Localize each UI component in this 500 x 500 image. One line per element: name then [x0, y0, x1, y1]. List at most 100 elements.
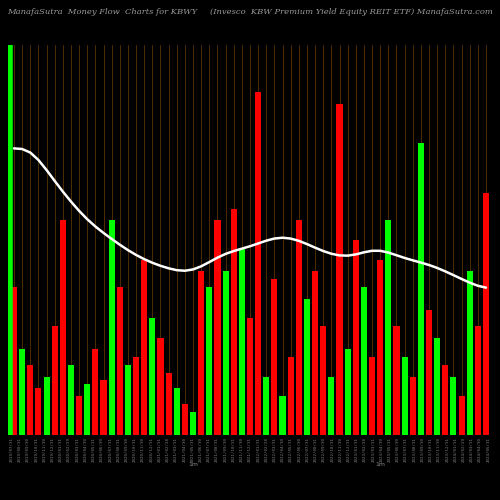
- Bar: [108, 220, 114, 435]
- Text: 2021/10/31: 2021/10/31: [232, 438, 235, 462]
- Bar: [76, 396, 82, 435]
- Bar: [52, 326, 58, 435]
- Text: 2021/11/30: 2021/11/30: [240, 438, 244, 462]
- Bar: [369, 357, 375, 435]
- Text: 2021/08/31: 2021/08/31: [215, 438, 219, 462]
- Text: 2023/09/30: 2023/09/30: [420, 438, 424, 462]
- Text: 2023/05/31: 2023/05/31: [388, 438, 392, 462]
- Text: 2020/04/30: 2020/04/30: [84, 438, 87, 462]
- Bar: [84, 384, 90, 435]
- Bar: [230, 209, 237, 435]
- Bar: [206, 287, 212, 435]
- Bar: [150, 318, 156, 435]
- Bar: [100, 380, 106, 435]
- Bar: [272, 279, 278, 435]
- Text: 2020/06/30: 2020/06/30: [100, 438, 104, 462]
- Text: 1m: 1m: [188, 462, 198, 468]
- Bar: [450, 376, 456, 435]
- Bar: [11, 287, 17, 435]
- Bar: [418, 142, 424, 435]
- Text: 2023/12/31: 2023/12/31: [446, 438, 450, 462]
- Text: 2023/01/31: 2023/01/31: [355, 438, 359, 462]
- Text: 1m: 1m: [375, 462, 385, 468]
- Bar: [442, 365, 448, 435]
- Bar: [190, 412, 196, 435]
- Text: 2019/09/30: 2019/09/30: [26, 438, 30, 462]
- Text: 2021/09/30: 2021/09/30: [224, 438, 228, 462]
- Bar: [288, 357, 294, 435]
- Bar: [466, 271, 473, 435]
- Text: 2019/12/31: 2019/12/31: [50, 438, 54, 462]
- Text: 2020/07/31: 2020/07/31: [108, 438, 112, 462]
- Bar: [116, 287, 123, 435]
- Bar: [296, 220, 302, 435]
- Text: 2022/05/31: 2022/05/31: [289, 438, 293, 462]
- Text: 2024/02/29: 2024/02/29: [462, 438, 466, 462]
- Bar: [36, 388, 42, 435]
- Text: 2021/01/31: 2021/01/31: [158, 438, 162, 462]
- Bar: [92, 349, 98, 435]
- Text: 2020/03/31: 2020/03/31: [76, 438, 80, 462]
- Bar: [402, 357, 407, 435]
- Bar: [483, 193, 489, 435]
- Text: 2021/04/30: 2021/04/30: [182, 438, 186, 462]
- Text: 2020/02/29: 2020/02/29: [67, 438, 71, 462]
- Bar: [434, 338, 440, 435]
- Text: 2022/03/31: 2022/03/31: [272, 438, 276, 462]
- Text: 2020/05/31: 2020/05/31: [92, 438, 96, 462]
- Bar: [458, 396, 464, 435]
- Text: 2023/07/31: 2023/07/31: [404, 438, 408, 462]
- Bar: [27, 365, 34, 435]
- Bar: [141, 260, 148, 435]
- Text: 2021/07/31: 2021/07/31: [207, 438, 211, 462]
- Bar: [222, 271, 228, 435]
- Text: 2019/10/31: 2019/10/31: [34, 438, 38, 462]
- Bar: [320, 326, 326, 435]
- Text: 2024/04/30: 2024/04/30: [478, 438, 482, 462]
- Bar: [304, 298, 310, 435]
- Text: 2023/06/30: 2023/06/30: [396, 438, 400, 462]
- Bar: [166, 372, 172, 435]
- Bar: [182, 404, 188, 435]
- Text: 2019/11/30: 2019/11/30: [42, 438, 46, 462]
- Text: 2021/05/31: 2021/05/31: [190, 438, 194, 462]
- Bar: [214, 220, 220, 435]
- Text: 2020/10/31: 2020/10/31: [133, 438, 137, 462]
- Bar: [158, 338, 164, 435]
- Text: (Invesco  KBW Premium Yield Equity REIT ETF) ManafaSutra.com: (Invesco KBW Premium Yield Equity REIT E…: [210, 8, 493, 16]
- Bar: [426, 310, 432, 435]
- Text: 2019/07/31: 2019/07/31: [10, 438, 14, 462]
- Text: 2021/03/31: 2021/03/31: [174, 438, 178, 462]
- Text: 2024/05/31: 2024/05/31: [486, 438, 490, 462]
- Bar: [328, 376, 334, 435]
- Bar: [352, 240, 359, 435]
- Bar: [125, 365, 131, 435]
- Text: 2021/12/31: 2021/12/31: [248, 438, 252, 462]
- Bar: [280, 396, 285, 435]
- Text: 2023/10/31: 2023/10/31: [429, 438, 433, 462]
- Text: 2022/11/30: 2022/11/30: [338, 438, 342, 462]
- Text: 2020/11/30: 2020/11/30: [141, 438, 145, 462]
- Text: 2022/07/31: 2022/07/31: [306, 438, 310, 462]
- Bar: [344, 349, 350, 435]
- Text: 2022/02/28: 2022/02/28: [264, 438, 268, 462]
- Text: 2022/10/31: 2022/10/31: [330, 438, 334, 462]
- Bar: [386, 220, 392, 435]
- Bar: [263, 376, 270, 435]
- Text: 2022/04/30: 2022/04/30: [281, 438, 285, 462]
- Bar: [410, 376, 416, 435]
- Text: 2023/11/30: 2023/11/30: [437, 438, 441, 462]
- Text: 2021/06/30: 2021/06/30: [198, 438, 202, 462]
- Text: 2022/06/30: 2022/06/30: [298, 438, 302, 462]
- Text: 2022/08/31: 2022/08/31: [314, 438, 318, 462]
- Bar: [60, 220, 66, 435]
- Bar: [19, 349, 25, 435]
- Text: 2022/01/31: 2022/01/31: [256, 438, 260, 462]
- Text: 2020/09/30: 2020/09/30: [124, 438, 128, 462]
- Bar: [475, 326, 481, 435]
- Text: 2019/08/31: 2019/08/31: [18, 438, 22, 462]
- Text: 2022/09/30: 2022/09/30: [322, 438, 326, 462]
- Bar: [133, 357, 139, 435]
- Bar: [44, 376, 50, 435]
- Text: 2023/04/30: 2023/04/30: [380, 438, 384, 462]
